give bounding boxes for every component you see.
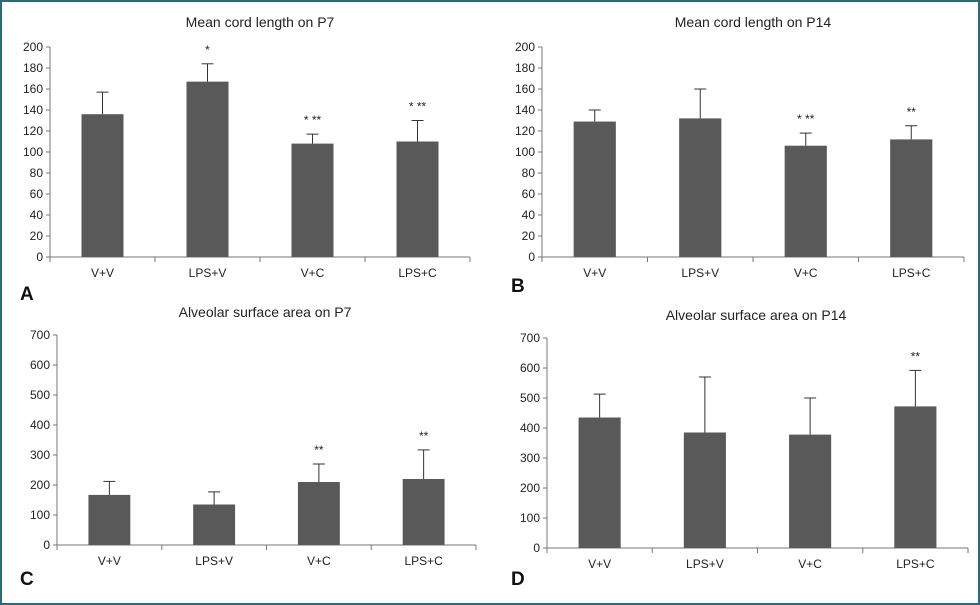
x-tick-label: LPS+V xyxy=(686,557,724,571)
panel-A-title: Mean cord length on P7 xyxy=(186,14,335,30)
bar-LPS+C xyxy=(402,479,445,545)
y-tick-label: 200 xyxy=(515,40,535,54)
bar-LPS+V xyxy=(679,118,722,258)
bar-V+V xyxy=(573,121,616,257)
y-tick-label: 600 xyxy=(30,358,50,372)
bar-V+C xyxy=(789,434,832,548)
x-tick-label: LPS+C xyxy=(398,266,437,280)
y-tick-label: 160 xyxy=(515,82,535,96)
y-tick-label: 400 xyxy=(30,418,50,432)
significance-marker: * ** xyxy=(409,100,427,114)
y-tick-label: 180 xyxy=(23,61,43,75)
significance-marker: ** xyxy=(911,349,921,363)
x-tick-label: V+C xyxy=(794,266,818,280)
panel-A-label: A xyxy=(20,284,34,305)
bar-LPS+V xyxy=(193,504,236,545)
y-tick-label: 60 xyxy=(30,187,44,201)
x-tick-label: V+V xyxy=(98,554,121,568)
y-tick-label: 100 xyxy=(515,145,535,159)
significance-marker: ** xyxy=(314,443,324,457)
x-tick-label: V+V xyxy=(91,266,114,280)
y-tick-label: 600 xyxy=(520,361,540,375)
y-tick-label: 180 xyxy=(515,61,535,75)
x-tick-label: LPS+C xyxy=(404,554,443,568)
bar-LPS+C xyxy=(396,141,439,257)
bar-LPS+C xyxy=(894,406,937,548)
significance-marker: ** xyxy=(419,429,429,443)
y-tick-label: 40 xyxy=(30,208,44,222)
y-tick-label: 20 xyxy=(522,229,536,243)
bar-V+V xyxy=(578,417,621,548)
x-tick-label: LPS+V xyxy=(681,266,719,280)
significance-marker: * ** xyxy=(304,113,322,127)
y-tick-label: 0 xyxy=(528,250,535,264)
y-tick-label: 60 xyxy=(522,187,536,201)
y-tick-label: 80 xyxy=(522,166,536,180)
x-tick-label: V+C xyxy=(307,554,331,568)
y-tick-label: 200 xyxy=(520,481,540,495)
y-tick-label: 100 xyxy=(520,511,540,525)
panel-B-label: B xyxy=(511,276,525,297)
x-tick-label: LPS+C xyxy=(896,557,935,571)
bar-V+V xyxy=(81,114,124,257)
bar-V+V xyxy=(88,494,131,545)
y-tick-label: 100 xyxy=(23,145,43,159)
panel-B-title: Mean cord length on P14 xyxy=(675,14,832,30)
y-tick-label: 200 xyxy=(23,40,43,54)
y-tick-label: 200 xyxy=(30,478,50,492)
bar-LPS+V xyxy=(683,432,726,548)
x-tick-label: V+C xyxy=(798,557,822,571)
y-tick-label: 20 xyxy=(30,229,44,243)
y-tick-label: 140 xyxy=(515,103,535,117)
y-tick-label: 120 xyxy=(23,124,43,138)
bar-LPS+V xyxy=(186,81,229,258)
y-tick-label: 400 xyxy=(520,421,540,435)
y-tick-label: 0 xyxy=(43,538,50,552)
y-tick-label: 160 xyxy=(23,82,43,96)
x-tick-label: V+V xyxy=(588,557,611,571)
y-tick-label: 300 xyxy=(520,451,540,465)
y-tick-label: 300 xyxy=(30,448,50,462)
y-tick-label: 120 xyxy=(515,124,535,138)
y-tick-label: 700 xyxy=(30,328,50,342)
y-tick-label: 500 xyxy=(30,388,50,402)
y-tick-label: 0 xyxy=(533,541,540,555)
panel-C-label: C xyxy=(20,569,34,590)
panel-C-title: Alveolar surface area on P7 xyxy=(179,304,352,320)
y-tick-label: 700 xyxy=(520,331,540,345)
bar-V+C xyxy=(784,145,827,257)
x-tick-label: V+V xyxy=(583,266,606,280)
x-tick-label: V+C xyxy=(301,266,325,280)
y-tick-label: 500 xyxy=(520,391,540,405)
y-tick-label: 40 xyxy=(522,208,536,222)
panel-D-title: Alveolar surface area on P14 xyxy=(666,307,847,323)
x-tick-label: LPS+V xyxy=(195,554,233,568)
bar-LPS+C xyxy=(890,139,933,257)
significance-marker: ** xyxy=(907,105,917,119)
significance-marker: * xyxy=(205,43,210,57)
x-tick-label: LPS+V xyxy=(189,266,227,280)
bar-V+C xyxy=(297,482,340,545)
y-tick-label: 0 xyxy=(36,250,43,264)
significance-marker: * ** xyxy=(797,112,815,126)
x-tick-label: LPS+C xyxy=(892,266,931,280)
y-tick-label: 140 xyxy=(23,103,43,117)
panel-D-label: D xyxy=(511,569,525,590)
bar-V+C xyxy=(291,143,334,257)
y-tick-label: 100 xyxy=(30,508,50,522)
y-tick-label: 80 xyxy=(30,166,44,180)
